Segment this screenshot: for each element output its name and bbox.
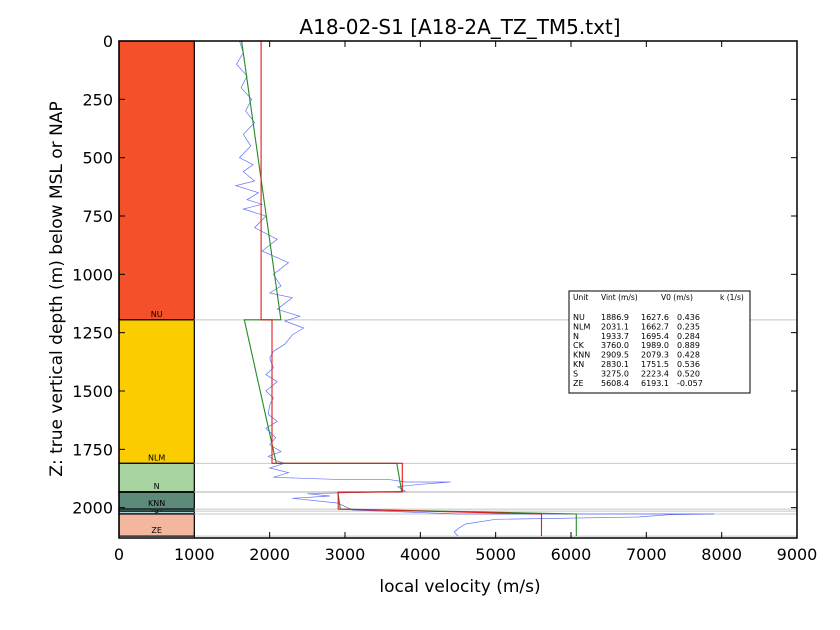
table-cell: ZE xyxy=(573,379,584,388)
table-cell: 0.536 xyxy=(677,360,700,369)
chart-title: A18-02-S1 [A18-2A_TZ_TM5.txt] xyxy=(299,15,620,39)
axes: 0 1000 2000 3000 4000 5000 6000 7000 8000 9000 0 25… xyxy=(72,32,817,564)
x-tick-label: 9000 xyxy=(777,545,818,564)
series-line xyxy=(234,40,715,537)
y-tick-label: 1750 xyxy=(72,440,113,459)
table-cell: 2079.3 xyxy=(641,351,669,360)
table-cell: S xyxy=(573,369,578,378)
table-cell: -0.057 xyxy=(677,379,703,388)
table-cell: KN xyxy=(573,360,584,369)
table-header: V0 (m/s) xyxy=(661,293,693,302)
table-cell: 2909.5 xyxy=(601,351,629,360)
y-tick-label: 2000 xyxy=(72,499,113,518)
y-axis-label: Z: true vertical depth (m) below MSL or … xyxy=(47,101,67,476)
table-cell: 1751.5 xyxy=(641,360,669,369)
x-tick-label: 6000 xyxy=(551,545,592,564)
table-header: Unit xyxy=(573,293,588,302)
table-cell: 1989.0 xyxy=(641,341,669,350)
table-cell: CK xyxy=(573,341,585,350)
x-tick-label: 7000 xyxy=(626,545,667,564)
stratigraphic-column: NUNLMNCKKNNKNSZE xyxy=(118,40,195,537)
x-tick-label: 4000 xyxy=(400,545,441,564)
series-line xyxy=(241,40,577,537)
table-cell: 1662.7 xyxy=(641,322,669,331)
table-cell: 0.284 xyxy=(677,332,700,341)
table-cell: 1933.7 xyxy=(601,332,629,341)
table-cell: 6193.1 xyxy=(641,379,669,388)
table-cell: 3760.0 xyxy=(601,341,629,350)
unit-block xyxy=(118,319,195,464)
table-cell: 1627.6 xyxy=(641,313,669,322)
unit-label: KNN xyxy=(148,499,165,508)
velocity-series xyxy=(234,40,715,537)
table-cell: 1886.9 xyxy=(601,313,629,322)
table-cell: 1695.4 xyxy=(641,332,669,341)
unit-label: NLM xyxy=(148,453,165,462)
x-tick-label: 1000 xyxy=(174,545,215,564)
table-cell: KNN xyxy=(573,351,590,360)
x-tick-label: 3000 xyxy=(325,545,366,564)
table-cell: 0.520 xyxy=(677,369,700,378)
y-tick-label: 1000 xyxy=(72,265,113,284)
x-tick-label: 0 xyxy=(114,545,124,564)
table-cell: NLM xyxy=(573,322,590,331)
table-cell: 3275.0 xyxy=(601,369,629,378)
unit-label: ZE xyxy=(151,526,162,535)
y-tick-label: 1250 xyxy=(72,324,113,343)
table-cell: 0.428 xyxy=(677,351,700,360)
table-header: Vint (m/s) xyxy=(601,293,638,302)
y-tick-label: 0 xyxy=(103,32,113,51)
table-cell: 2223.4 xyxy=(641,369,669,378)
table-cell: NU xyxy=(573,313,585,322)
x-tick-label: 8000 xyxy=(701,545,742,564)
x-tick-label: 2000 xyxy=(249,545,290,564)
y-tick-label: 750 xyxy=(82,207,113,226)
table-header: k (1/s) xyxy=(720,293,744,302)
unit-block xyxy=(118,40,195,321)
series-line xyxy=(260,41,543,537)
table-cell: 2830.1 xyxy=(601,360,629,369)
y-tick-label: 1500 xyxy=(72,382,113,401)
table-cell: 0.436 xyxy=(677,313,700,322)
table-cell: N xyxy=(573,332,579,341)
table-cell: 0.889 xyxy=(677,341,700,350)
velocity-table: Unit Vint (m/s) V0 (m/s) k (1/s) NU 1886.9 162… xyxy=(568,290,751,394)
y-tick-label: 250 xyxy=(82,90,113,109)
table-cell: 2031.1 xyxy=(601,322,629,331)
x-axis-label: local velocity (m/s) xyxy=(379,577,540,597)
unit-label: N xyxy=(154,482,160,491)
table-cell: 5608.4 xyxy=(601,379,629,388)
x-tick-label: 5000 xyxy=(475,545,516,564)
unit-label: NU xyxy=(151,310,163,319)
table-cell: 0.235 xyxy=(677,322,700,331)
y-tick-label: 500 xyxy=(82,149,113,168)
plot-frame xyxy=(118,40,798,539)
table-box xyxy=(568,290,751,394)
